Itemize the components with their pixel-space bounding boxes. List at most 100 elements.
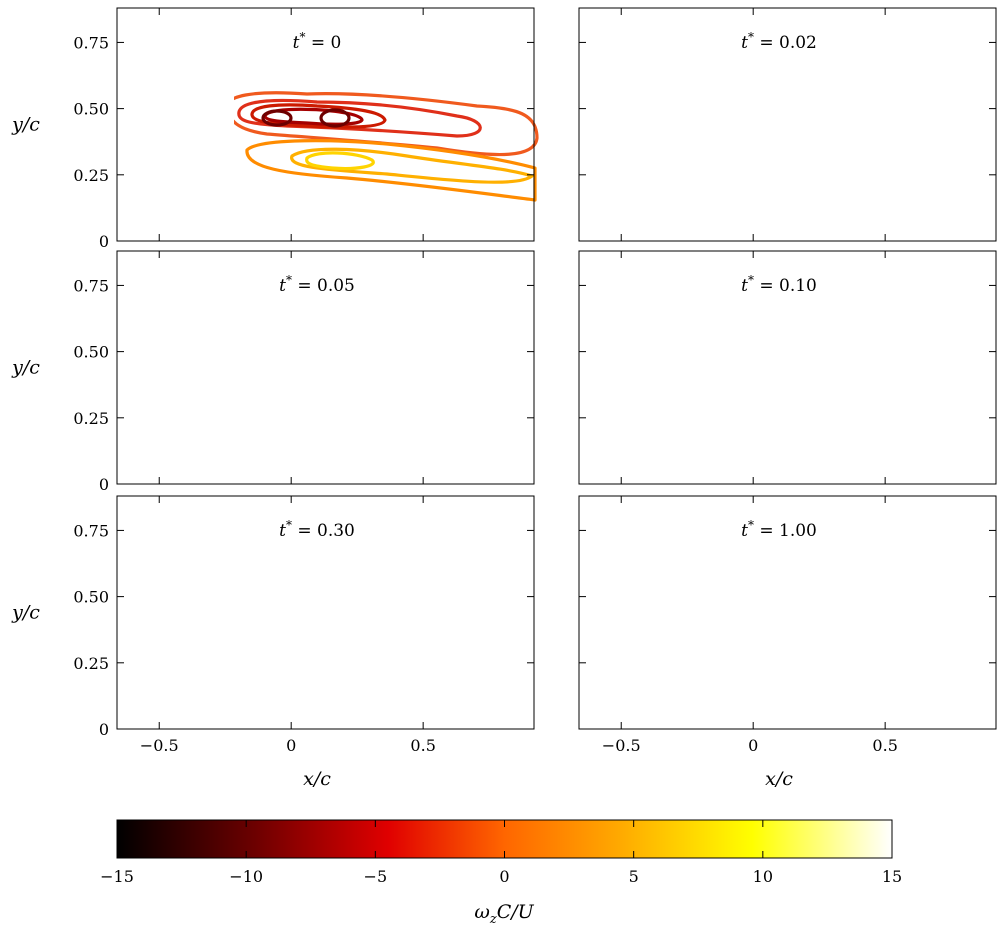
x-tick-label: 0: [748, 736, 758, 755]
panel-time-label: t* = 0.02: [741, 30, 817, 53]
contour-1: [267, 595, 351, 639]
contour-5: [319, 108, 351, 128]
time-value: = 0.02: [754, 33, 817, 53]
contour-4: [725, 111, 753, 125]
contour-4: [654, 665, 674, 683]
time-value: = 0.05: [292, 276, 355, 296]
colorbar-tick-label: 0: [499, 867, 509, 886]
y-tick-label: 0.75: [73, 521, 109, 540]
time-var: t: [279, 276, 286, 296]
panel-3: t* = 0.10: [578, 250, 997, 485]
contour-7: [754, 392, 994, 425]
panel-time-label: t* = 0.30: [279, 518, 355, 541]
time-sup: *: [286, 518, 292, 532]
contour-lines: [207, 564, 535, 703]
time-value: = 0.10: [754, 276, 817, 296]
x-tick-label: 0.5: [872, 736, 897, 755]
contour-5: [275, 646, 299, 666]
contour-lines: [638, 561, 972, 726]
contour-3: [727, 109, 824, 124]
panel-time-label: t* = 1.00: [741, 518, 817, 541]
contour-5: [848, 680, 951, 726]
colorbar-tick-label: 10: [753, 867, 773, 886]
contour-8: [769, 153, 836, 169]
panel-frame: [578, 7, 997, 242]
contour-5: [783, 110, 811, 126]
contour-3: [727, 352, 824, 367]
time-var: t: [293, 33, 300, 53]
panel-frame: [578, 250, 997, 485]
contour-2: [287, 601, 340, 632]
contour-2: [714, 348, 847, 370]
contour-3: [303, 600, 323, 632]
y-axis-label: y/c: [11, 602, 40, 624]
contour-9: [699, 144, 719, 158]
panel-2: 0 0.25 0.50 0.75 y/c t* = 0.05: [11, 250, 537, 494]
contour-7: [754, 149, 994, 182]
panel-frame: [116, 495, 535, 730]
colorbar: −15 −10 −5 0 5 10 15 ωzC/U: [100, 819, 902, 926]
contour-8: [305, 151, 375, 171]
y-tick-label: 0: [99, 232, 109, 251]
contour-5: [321, 353, 349, 369]
contour-4: [232, 637, 535, 703]
panel-time-label: t* = 0: [293, 30, 342, 53]
x-tick-label: 0.5: [410, 736, 435, 755]
time-var: t: [279, 521, 286, 541]
y-tick-label: 0.25: [73, 654, 109, 673]
y-tick-label: 0.25: [73, 409, 109, 428]
x-axis-label: x/c: [303, 768, 331, 790]
y-tick-label: 0.75: [73, 33, 109, 52]
colorbar-tick-label: −15: [100, 867, 134, 886]
panel-4: −0.5 0 0.500.250.500.75y/cx/ct* = 0.30: [11, 495, 535, 790]
contour-0: [234, 91, 539, 157]
contour-lines: [680, 336, 997, 443]
colorbar-tick-label: 15: [882, 867, 902, 886]
x-tick-label: 0: [286, 736, 296, 755]
colorbar-label: ωzC/U: [474, 901, 534, 926]
contour-2: [252, 348, 385, 370]
y-axis-label: y/c: [11, 357, 40, 379]
y-tick-label: 0.50: [73, 588, 109, 607]
contour-6: [709, 384, 997, 443]
colorbar-tick-label: 5: [629, 867, 639, 886]
contour-0: [638, 561, 972, 658]
panel-time-label: t* = 0.05: [279, 273, 355, 296]
contour-6: [425, 676, 469, 696]
colorbar-tick-label: −10: [229, 867, 263, 886]
contour-4: [263, 354, 291, 368]
y-tick-label: 0: [99, 475, 109, 494]
panels-layer: 00.250.500.75y/ct* = 0 t* = 0.0200.250.50…: [11, 7, 997, 790]
contour-6: [709, 141, 997, 200]
x-tick-label: −0.5: [602, 736, 641, 755]
contour-6: [245, 139, 537, 202]
contour-8: [769, 396, 836, 412]
panel-0: 0 0.25 0.50 0.75 y/c t* = 0: [11, 7, 539, 251]
contour-5: [783, 353, 811, 369]
time-sup: *: [748, 518, 754, 532]
panel-5: −0.5 0 0.5 x/c t* = 1.00: [578, 495, 997, 790]
x-tick-label: −0.5: [140, 736, 179, 755]
contour-3: [265, 352, 362, 367]
colorbar-label-omega: ω: [474, 901, 490, 923]
contour-0: [207, 564, 522, 658]
contour-lines: [225, 336, 537, 443]
time-sup: *: [299, 30, 305, 44]
contour-lines: [689, 93, 997, 200]
contour-4: [261, 109, 293, 127]
panel-frame: [578, 495, 997, 730]
time-var: t: [741, 33, 748, 53]
contour-4: [725, 354, 753, 368]
y-tick-label: 0.25: [73, 166, 109, 185]
contour-6: [247, 384, 535, 443]
y-tick-label: 0.50: [73, 343, 109, 362]
contour-1: [701, 343, 942, 379]
time-var: t: [741, 276, 748, 296]
x-axis-label: x/c: [765, 768, 793, 790]
panel-frame: [116, 250, 535, 485]
contour-1: [239, 343, 480, 379]
contour-3: [639, 656, 679, 692]
time-var: t: [741, 521, 748, 541]
contour-0: [689, 336, 997, 398]
